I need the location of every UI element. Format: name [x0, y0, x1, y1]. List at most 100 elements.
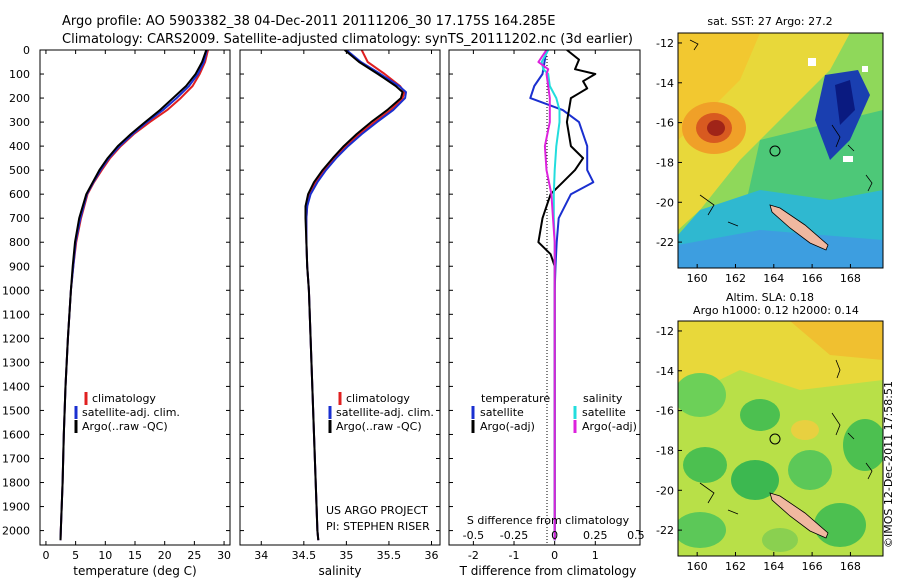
temperature-xlabel: temperature (deg C) [73, 564, 196, 578]
argo-profile-figure: Argo profile: AO 5903382_38 04-Dec-2011 … [0, 0, 900, 580]
depth-tick-label: 1800 [2, 477, 30, 490]
s-tick-label: -0.25 [500, 529, 528, 542]
legend-label-t-argo: Argo(-adj) [480, 420, 535, 433]
map-x-tick-label: 164 [763, 560, 784, 573]
series-line-temperature-satellite [530, 50, 593, 540]
map-y-tick-label: -20 [656, 196, 674, 209]
map-x-tick-label: 164 [763, 272, 784, 285]
depth-tick-label: 1600 [2, 428, 30, 441]
series-line-temperature-argo-adj [538, 50, 595, 540]
depth-tick-label: 1000 [2, 284, 30, 297]
legend-label-t-satellite: satellite [480, 406, 524, 419]
sla-map-title: Altim. SLA: 0.18 [726, 291, 814, 304]
legend-heading-salinity: salinity [583, 392, 623, 405]
depth-tick-label: 1500 [2, 404, 30, 417]
x-tick-label: 1 [592, 549, 599, 562]
salinity-panel: 34 34.5 35 35.5 36 salinity climatology sate… [240, 50, 440, 578]
map-x-tick-label: 162 [725, 272, 746, 285]
legend-heading-temperature: temperature [481, 392, 550, 405]
depth-tick-label: 500 [9, 164, 30, 177]
map-y-tick-label: -18 [656, 156, 674, 169]
s-tick-label: 0 [551, 529, 558, 542]
depth-tick-label: 600 [9, 188, 30, 201]
x-tick-label: 20 [158, 549, 172, 562]
sst-map-image [678, 33, 883, 268]
map-y-tick-label: -14 [656, 365, 674, 378]
depth-tick-label: 1300 [2, 356, 30, 369]
map-x-tick-label: 160 [687, 560, 708, 573]
s-tick-label: -0.5 [463, 529, 484, 542]
map-y-tick-label: -16 [656, 117, 674, 130]
temperature-panel: 0 5 10 15 20 25 30 0 100 200 300 400 500 600 700 800 90… [2, 44, 231, 578]
depth-tick-label: 1400 [2, 380, 30, 393]
map-x-tick-label: 168 [840, 272, 861, 285]
series-line-salinity-argo-adj [538, 50, 554, 540]
sla-map-panel: Altim. SLA: 0.18 Argo h1000: 0.12 h2000:… [656, 291, 887, 573]
salinity-series [306, 50, 407, 540]
map-y-tick-label: -22 [656, 236, 674, 249]
series-line-climatology [61, 50, 209, 540]
s-difference-xlabel: S difference from climatology [467, 514, 630, 527]
map-y-tick-label: -12 [656, 37, 674, 50]
difference-ticks: -2 -1 0 1 [449, 50, 640, 562]
series-line-argo-raw-qc [61, 50, 207, 540]
salinity-difference-ticks: -0.5 -0.25 0 0.25 0.5 [463, 529, 645, 542]
imos-timestamp: ©IMOS 12-Dec-2011 17:58:51 [882, 381, 895, 548]
depth-tick-label: 1100 [2, 308, 30, 321]
x-tick-label: 34 [254, 549, 268, 562]
x-tick-label: 34.5 [292, 549, 317, 562]
map-x-tick-label: 160 [687, 272, 708, 285]
series-line-satellite-adj-clim [61, 50, 207, 540]
series-line-satellite-adj-clim [306, 50, 406, 540]
header-line-2: Climatology: CARS2009. Satellite-adjuste… [62, 32, 633, 47]
pi-annotation: PI: STEPHEN RISER [326, 520, 430, 533]
legend-label-s-argo: Argo(-adj) [582, 420, 637, 433]
x-tick-label: 30 [217, 549, 231, 562]
sla-map-image [674, 321, 887, 556]
t-difference-xlabel: T difference from climatology [459, 564, 637, 578]
salinity-ticks: 34 34.5 35 35.5 36 [240, 50, 440, 562]
x-tick-label: 0 [551, 549, 558, 562]
depth-tick-label: 100 [9, 68, 30, 81]
legend-label-argo: Argo(..raw -QC) [82, 420, 168, 433]
depth-tick-label: 800 [9, 236, 30, 249]
legend-label-satellite: satellite-adj. clim. [336, 406, 434, 419]
sla-map-subtitle: Argo h1000: 0.12 h2000: 0.14 [693, 304, 859, 317]
legend-label-climatology: climatology [92, 392, 156, 405]
project-annotation: US ARGO PROJECT [326, 504, 428, 517]
depth-tick-label: 1700 [2, 452, 30, 465]
map-y-tick-label: -16 [656, 405, 674, 418]
legend-label-climatology: climatology [346, 392, 410, 405]
temperature-ticks: 0 5 10 15 20 25 30 [40, 50, 231, 562]
temperature-legend: climatology satellite-adj. clim. Argo(..… [76, 392, 180, 433]
x-tick-label: 36 [424, 549, 438, 562]
map-x-tick-label: 168 [840, 560, 861, 573]
legend-label-satellite: satellite-adj. clim. [82, 406, 180, 419]
series-line-salinity-satellite [542, 50, 560, 540]
depth-tick-label: 200 [9, 92, 30, 105]
x-tick-label: -2 [468, 549, 479, 562]
depth-tick-label: 900 [9, 260, 30, 273]
legend-label-s-satellite: satellite [582, 406, 626, 419]
sst-map-title: sat. SST: 27 Argo: 27.2 [707, 15, 832, 28]
map-y-tick-label: -18 [656, 444, 674, 457]
series-line-argo-raw-qc [306, 50, 403, 540]
temperature-series [61, 50, 209, 540]
map-x-tick-label: 166 [802, 560, 823, 573]
difference-series [530, 50, 595, 540]
depth-tick-label: 400 [9, 140, 30, 153]
series-line-climatology [306, 50, 404, 540]
x-tick-label: -1 [509, 549, 520, 562]
x-tick-label: 35.5 [377, 549, 402, 562]
depth-tick-label: 0 [23, 44, 30, 57]
difference-frame [449, 50, 640, 545]
x-tick-label: 25 [187, 549, 201, 562]
depth-tick-label: 1900 [2, 501, 30, 514]
map-y-tick-label: -20 [656, 484, 674, 497]
depth-tick-label: 2000 [2, 525, 30, 538]
map-y-tick-label: -14 [656, 77, 674, 90]
depth-tick-label: 700 [9, 212, 30, 225]
s-tick-label: 0.5 [627, 529, 645, 542]
map-x-tick-label: 166 [802, 272, 823, 285]
difference-panel: -2 -1 0 1 T difference from climatology S d… [449, 50, 645, 578]
